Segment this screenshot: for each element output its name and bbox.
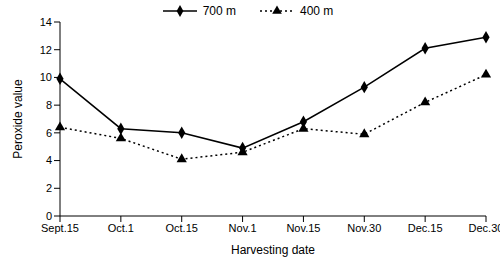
svg-text:Harvesting date: Harvesting date bbox=[231, 243, 315, 257]
html-text:400 m: 400 m bbox=[300, 4, 334, 18]
svg-text:Oct.15: Oct.15 bbox=[166, 222, 198, 234]
svg-text:12: 12 bbox=[40, 44, 52, 56]
svg-text:10: 10 bbox=[40, 71, 52, 83]
svg-text:Sept.15: Sept.15 bbox=[41, 222, 79, 234]
svg-text:Nov.15: Nov.15 bbox=[286, 222, 320, 234]
svg-text:Nov.1: Nov.1 bbox=[229, 222, 257, 234]
svg-text:8: 8 bbox=[46, 99, 52, 111]
svg-text:2: 2 bbox=[46, 182, 52, 194]
svg-text:14: 14 bbox=[40, 16, 52, 28]
svg-text:Peroxide value: Peroxide value bbox=[11, 79, 25, 159]
svg-text:Dec.15: Dec.15 bbox=[408, 222, 443, 234]
svg-text:4: 4 bbox=[46, 154, 52, 166]
svg-text:Dec.30: Dec.30 bbox=[469, 222, 492, 234]
svg-text:0: 0 bbox=[46, 210, 52, 222]
svg-text:Oct.1: Oct.1 bbox=[108, 222, 134, 234]
svg-text:6: 6 bbox=[46, 127, 52, 139]
svg-text:Nov.30: Nov.30 bbox=[347, 222, 381, 234]
html-text:700 m: 700 m bbox=[202, 4, 236, 18]
